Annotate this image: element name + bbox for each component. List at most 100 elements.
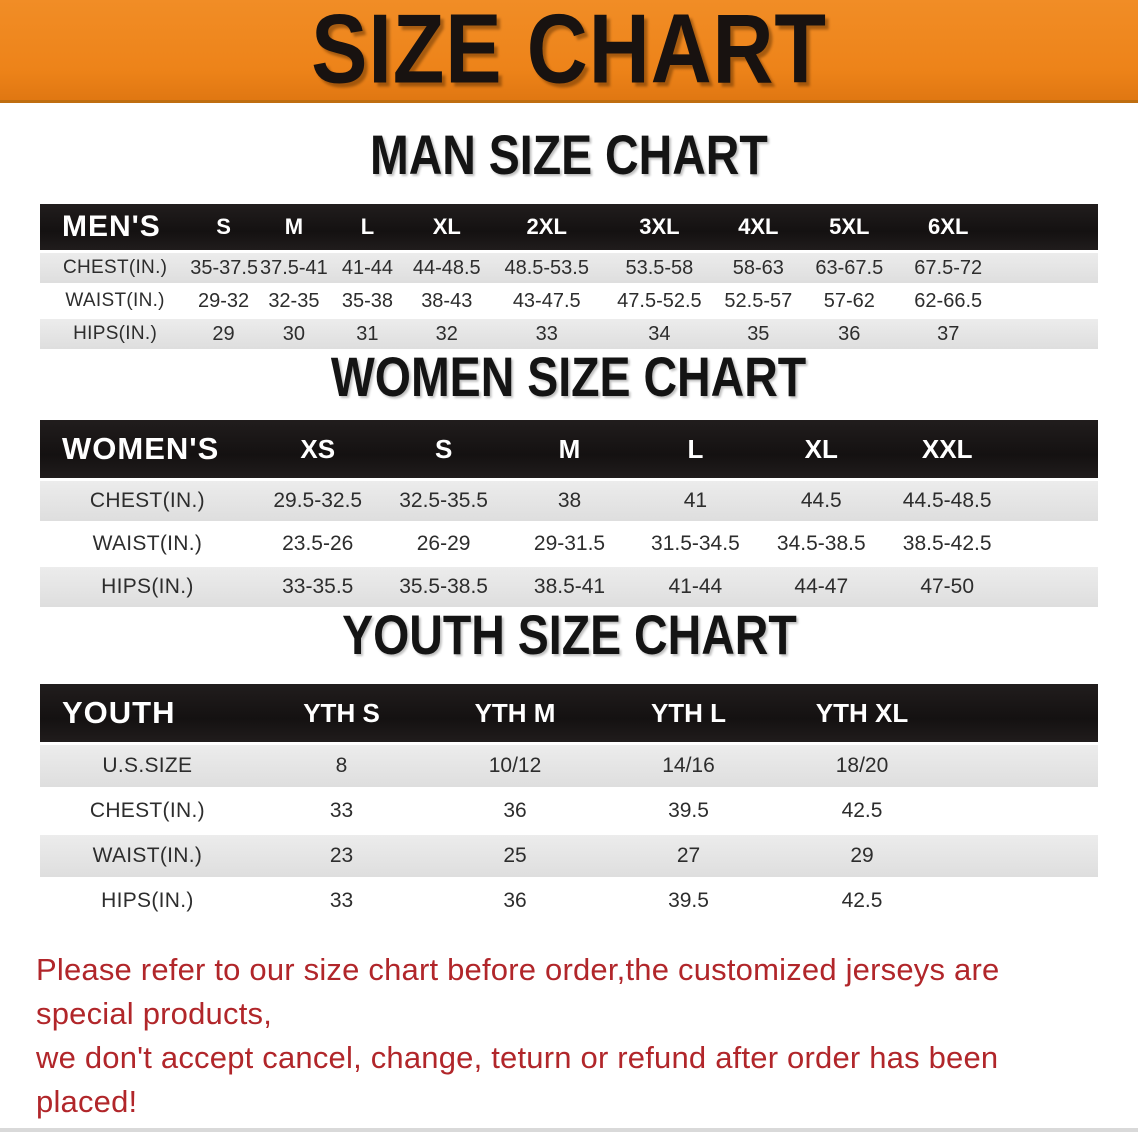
column-header-4xl: 4XL	[714, 204, 802, 250]
women-table-header-row: WOMEN'S XS S M L XL XXL	[40, 420, 1098, 478]
table-cell: 37.5-41	[256, 250, 331, 283]
table-cell: 44.5	[758, 478, 885, 521]
banner: SIZE CHART	[0, 0, 1138, 105]
row-label: CHEST(IN.)	[40, 787, 255, 832]
table-cell: 37	[896, 316, 1000, 349]
column-header-m: M	[256, 204, 331, 250]
row-label: WAIST(IN.)	[40, 283, 191, 316]
spacer-cell	[1010, 564, 1098, 607]
column-header-l: L	[632, 420, 759, 478]
spacer-cell	[999, 204, 1098, 250]
table-cell: 41-44	[632, 564, 759, 607]
table-cell: 48.5-53.5	[489, 250, 604, 283]
spacer-cell	[1010, 521, 1098, 564]
column-header-m: M	[506, 420, 633, 478]
table-cell: 31.5-34.5	[632, 521, 759, 564]
men-chest-row: CHEST(IN.) 35-37.5 37.5-41 41-44 44-48.5…	[40, 250, 1098, 283]
row-label: CHEST(IN.)	[40, 250, 191, 283]
youth-table-label: YOUTH	[40, 684, 255, 742]
table-cell: 14/16	[601, 742, 776, 787]
table-cell: 33	[254, 787, 429, 832]
row-label: WAIST(IN.)	[40, 832, 255, 877]
table-cell: 33	[254, 877, 429, 922]
spacer-cell	[1010, 478, 1098, 521]
men-hips-row: HIPS(IN.) 29 30 31 32 33 34 35 36 37	[40, 316, 1098, 349]
table-cell: 38.5-41	[506, 564, 633, 607]
men-section-heading-text: MAN SIZE CHART	[370, 123, 768, 187]
table-cell: 39.5	[601, 787, 776, 832]
youth-waist-row: WAIST(IN.) 23 25 27 29	[40, 832, 1098, 877]
table-cell: 38	[506, 478, 633, 521]
row-label: HIPS(IN.)	[40, 877, 255, 922]
column-header-l: L	[330, 204, 404, 250]
youth-section-heading-text: YOUTH SIZE CHART	[341, 603, 797, 667]
row-label: CHEST(IN.)	[40, 478, 255, 521]
column-header-xxl: XXL	[884, 420, 1011, 478]
table-cell: 23	[254, 832, 429, 877]
table-cell: 42.5	[775, 787, 949, 832]
spacer-cell	[948, 877, 1098, 922]
women-chest-row: CHEST(IN.) 29.5-32.5 32.5-35.5 38 41 44.…	[40, 478, 1098, 521]
column-header-s: S	[380, 420, 507, 478]
table-cell: 41	[632, 478, 759, 521]
column-header-6xl: 6XL	[896, 204, 1000, 250]
table-cell: 63-67.5	[801, 250, 897, 283]
table-cell: 67.5-72	[896, 250, 1000, 283]
table-cell: 38-43	[403, 283, 490, 316]
column-header-xl: XL	[758, 420, 885, 478]
table-cell: 32	[403, 316, 490, 349]
column-header-yth-s: YTH S	[254, 684, 429, 742]
table-cell: 32.5-35.5	[380, 478, 507, 521]
women-hips-row: HIPS(IN.) 33-35.5 35.5-38.5 38.5-41 41-4…	[40, 564, 1098, 607]
table-cell: 58-63	[714, 250, 802, 283]
banner-title: SIZE CHART	[311, 0, 827, 105]
table-cell: 42.5	[775, 877, 949, 922]
youth-hips-row: HIPS(IN.) 33 36 39.5 42.5	[40, 877, 1098, 922]
table-cell: 34	[603, 316, 715, 349]
table-cell: 29	[775, 832, 949, 877]
table-cell: 41-44	[330, 250, 404, 283]
table-cell: 47.5-52.5	[603, 283, 715, 316]
row-label: HIPS(IN.)	[40, 316, 191, 349]
table-cell: 35-38	[330, 283, 404, 316]
spacer-cell	[1010, 420, 1098, 478]
youth-table-header-row: YOUTH YTH S YTH M YTH L YTH XL	[40, 684, 1098, 742]
spacer-cell	[948, 787, 1098, 832]
table-cell: 36	[428, 877, 602, 922]
table-cell: 10/12	[428, 742, 602, 787]
row-label: WAIST(IN.)	[40, 521, 255, 564]
table-cell: 18/20	[775, 742, 949, 787]
disclaimer-line-2: we don't accept cancel, change, teturn o…	[36, 1040, 999, 1120]
column-header-yth-m: YTH M	[428, 684, 602, 742]
table-cell: 29.5-32.5	[254, 478, 381, 521]
table-cell: 33-35.5	[254, 564, 381, 607]
youth-size-table: YOUTH YTH S YTH M YTH L YTH XL U.S.SIZE …	[40, 684, 1098, 922]
men-section-heading: MAN SIZE CHART	[0, 124, 1138, 187]
table-cell: 35-37.5	[190, 250, 257, 283]
table-cell: 57-62	[801, 283, 897, 316]
column-header-xl: XL	[403, 204, 490, 250]
table-cell: 29-32	[190, 283, 257, 316]
row-label: U.S.SIZE	[40, 742, 255, 787]
column-header-2xl: 2XL	[489, 204, 604, 250]
table-cell: 36	[428, 787, 602, 832]
column-header-s: S	[190, 204, 257, 250]
spacer-cell	[999, 250, 1098, 283]
table-cell: 27	[601, 832, 776, 877]
table-cell: 33	[489, 316, 604, 349]
column-header-3xl: 3XL	[603, 204, 715, 250]
table-cell: 53.5-58	[603, 250, 715, 283]
disclaimer-line-1: Please refer to our size chart before or…	[36, 952, 1000, 1032]
table-cell: 44.5-48.5	[884, 478, 1011, 521]
table-cell: 29	[190, 316, 257, 349]
table-cell: 36	[801, 316, 897, 349]
table-cell: 23.5-26	[254, 521, 381, 564]
bottom-divider	[0, 1128, 1138, 1132]
table-cell: 47-50	[884, 564, 1011, 607]
table-cell: 43-47.5	[489, 283, 604, 316]
women-section-heading: WOMEN SIZE CHART	[0, 346, 1138, 409]
column-header-xs: XS	[254, 420, 381, 478]
disclaimer: Please refer to our size chart before or…	[0, 948, 1138, 1124]
spacer-cell	[948, 832, 1098, 877]
table-cell: 32-35	[256, 283, 331, 316]
